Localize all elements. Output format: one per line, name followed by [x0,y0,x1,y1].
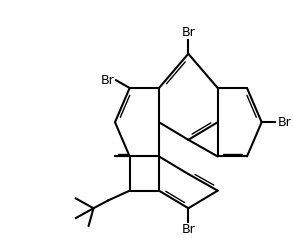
Text: Br: Br [100,74,114,87]
Text: Br: Br [277,116,291,129]
Text: Br: Br [181,223,195,236]
Text: Br: Br [181,26,195,39]
